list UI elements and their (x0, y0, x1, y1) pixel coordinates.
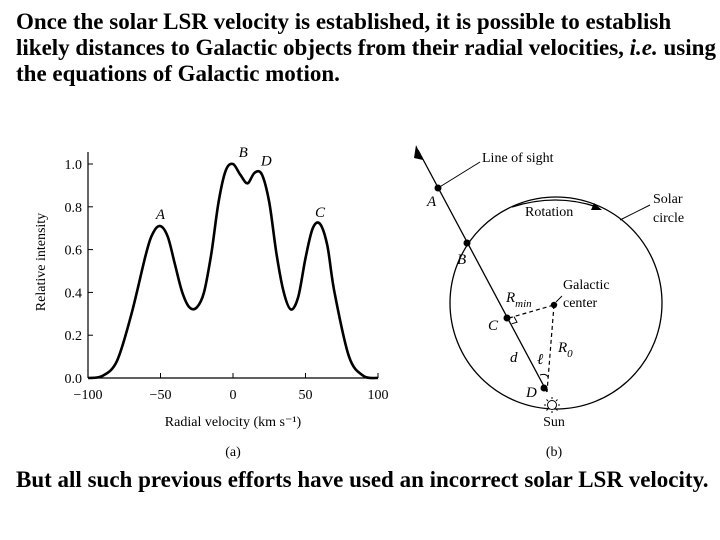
galactic-diagram: Line of sight Rotation Solar circle Gala… (414, 145, 684, 460)
point-b-dot (463, 239, 471, 247)
point-d-label: D (525, 385, 537, 401)
intro-text-ie: i.e. (629, 35, 658, 60)
line-of-sight-leader (437, 161, 481, 189)
r0-label: R0 (557, 340, 573, 360)
x-tick-label: −50 (150, 388, 172, 403)
chart-ticks: −100 −50 0 50 100 0.0 0.2 0.4 0.6 0.8 1.0 (65, 158, 389, 403)
galactic-center-text-2: center (563, 296, 598, 311)
y-tick-label: 0.0 (65, 372, 83, 387)
closing-paragraph: But all such previous efforts have used … (16, 467, 709, 492)
galactic-center-leader (555, 295, 563, 303)
sun-label: Sun (543, 415, 565, 430)
galactic-center-text-1: Galactic (563, 278, 610, 293)
spectrum-chart: −100 −50 0 50 100 0.0 0.2 0.4 0.6 0.8 1.0 A BD C Rad… (34, 145, 389, 460)
intro-paragraph: Once the solar LSR velocity is establish… (16, 9, 716, 87)
r0-sub: 0 (567, 348, 573, 360)
point-c-label: C (488, 318, 499, 334)
panel-a-label: (a) (225, 445, 241, 460)
right-angle-mark (511, 316, 518, 325)
x-tick-label: 0 (230, 388, 237, 403)
line-of-sight-text: Line of sight (482, 151, 554, 166)
galactic-center-dot (550, 301, 558, 309)
intro-text-a: Once the solar LSR velocity is establish… (16, 9, 672, 60)
y-tick-label: 0.2 (65, 329, 83, 344)
point-a-label: A (426, 194, 437, 210)
sun-icon (544, 397, 560, 413)
solar-circle-text-1: Solar (653, 192, 683, 207)
point-b-label: B (457, 252, 466, 268)
point-a-dot (434, 184, 442, 192)
spectrum-line (87, 162, 379, 380)
rotation-arrow (511, 199, 598, 208)
rmin-sub: min (515, 298, 532, 310)
y-tick-label: 0.6 (65, 244, 83, 259)
x-tick-label: −100 (74, 388, 103, 403)
r0-dashed (546, 304, 555, 393)
rmin-main: R (505, 290, 515, 306)
longitude-label: ℓ (537, 352, 543, 368)
distance-label: d (510, 350, 518, 366)
y-tick-label: 0.8 (65, 201, 83, 216)
rotation-arrowhead (591, 203, 602, 210)
peak-label-a: A (155, 207, 166, 223)
intro-text-b: using the equations of Galactic motion. (16, 35, 716, 86)
x-tick-label: 50 (299, 388, 313, 403)
line-of-sight-arrowhead (414, 145, 423, 160)
rmin-dashed (508, 304, 555, 319)
point-c-dot (503, 314, 511, 322)
y-tick-label: 1.0 (65, 158, 83, 173)
chart-x-label: Radial velocity (km s⁻¹) (165, 415, 302, 430)
peak-labels: A BD C (155, 145, 326, 223)
solar-circle-leader (619, 204, 651, 221)
chart-y-label: Relative intensity (34, 213, 49, 311)
r0-main: R (557, 340, 567, 356)
longitude-arc (539, 373, 549, 378)
point-d-dot (540, 384, 548, 392)
panel-b-label: (b) (546, 445, 563, 460)
peak-label-d: D (260, 154, 272, 170)
peak-label-c: C (315, 205, 326, 221)
rmin-label: Rmin (505, 290, 532, 310)
solar-circle-text-2: circle (653, 211, 684, 226)
y-tick-label: 0.4 (65, 286, 83, 301)
peak-label-b: B (239, 145, 248, 161)
rotation-text: Rotation (525, 205, 573, 220)
x-tick-label: 100 (368, 388, 389, 403)
